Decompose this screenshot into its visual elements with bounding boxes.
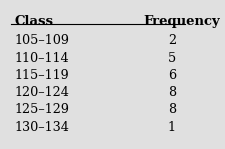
Text: 125–129: 125–129 bbox=[15, 103, 70, 116]
Text: 115–119: 115–119 bbox=[15, 69, 69, 82]
Text: 8: 8 bbox=[168, 86, 176, 99]
Text: 2: 2 bbox=[168, 34, 176, 47]
Text: 1: 1 bbox=[168, 121, 176, 134]
Text: Class: Class bbox=[15, 15, 54, 28]
Text: 105–109: 105–109 bbox=[15, 34, 70, 47]
Text: 110–114: 110–114 bbox=[15, 52, 69, 65]
Text: 130–134: 130–134 bbox=[15, 121, 70, 134]
Text: Frequency: Frequency bbox=[143, 15, 220, 28]
Text: 5: 5 bbox=[168, 52, 176, 65]
Text: 6: 6 bbox=[168, 69, 176, 82]
Text: 120–124: 120–124 bbox=[15, 86, 70, 99]
Text: 8: 8 bbox=[168, 103, 176, 116]
